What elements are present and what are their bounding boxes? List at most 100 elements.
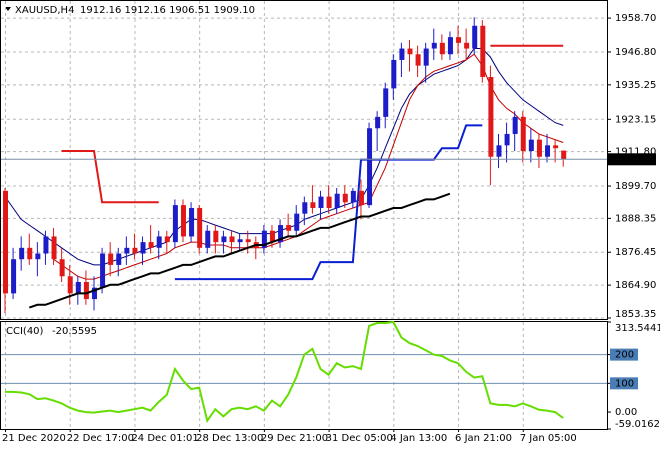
candle-body — [431, 42, 437, 49]
candle-body — [488, 77, 494, 157]
candle-body — [326, 196, 332, 208]
indicator-line — [5, 320, 564, 424]
candle-body — [189, 207, 195, 237]
candle-body — [504, 133, 510, 146]
y-tick-label: 313.5441 — [615, 323, 660, 334]
candle-body — [156, 236, 162, 248]
candle-body — [399, 48, 405, 60]
candle-body — [172, 205, 178, 243]
candle-body — [3, 190, 8, 294]
candle-body — [391, 59, 397, 89]
candle-body — [439, 42, 445, 55]
candle-body — [358, 190, 364, 206]
candle-body — [59, 259, 65, 277]
candle-body — [11, 259, 17, 294]
last-price-box — [608, 153, 656, 166]
y-tick-label: 100 — [615, 378, 634, 389]
candle-body — [415, 54, 421, 66]
candle-body — [221, 236, 227, 243]
menu-arrow — [5, 7, 11, 11]
candle-body — [310, 202, 316, 208]
x-tick-label: 4 Jan 13:00 — [390, 433, 447, 444]
y-tick-label: 1888.35 — [615, 213, 656, 224]
candle-body — [496, 145, 502, 157]
y-tick-label: 1946.80 — [615, 47, 656, 58]
y-tick-label: 1864.90 — [615, 280, 656, 291]
candle-body — [213, 230, 219, 243]
candle-body — [116, 253, 122, 265]
last-price-label: 1909.10 — [615, 154, 656, 165]
x-tick-label: 24 Dec 01:01 — [131, 433, 198, 444]
candle-body — [302, 202, 308, 214]
candle-body — [261, 230, 267, 248]
candle-body — [278, 225, 284, 243]
chart-title: XAUUSD,H4 — [15, 5, 74, 16]
candle-body — [350, 190, 356, 203]
candle-body — [180, 205, 186, 237]
candle-body — [124, 247, 130, 254]
candle-body — [528, 139, 534, 152]
candle-body — [553, 145, 559, 149]
level-label-box — [610, 377, 638, 390]
y-tick-label: 1923.15 — [615, 114, 656, 125]
y-tick-label: 1911.80 — [615, 147, 656, 158]
candle-body — [383, 88, 389, 117]
candle-body — [294, 213, 300, 231]
y-tick-label: 1935.25 — [615, 80, 656, 91]
chart-subtitle: 1912.16 1912.16 1906.51 1909.10 — [80, 5, 255, 16]
candle-body — [512, 116, 518, 134]
level-label-box — [610, 348, 638, 361]
candle-body — [245, 239, 251, 243]
x-tick-label: 6 Jan 21:00 — [455, 433, 512, 444]
indicator-line — [53, 53, 564, 280]
cci-value: -20.5595 — [52, 326, 97, 337]
candle-body — [35, 253, 41, 260]
cci-title: CCI(40) — [6, 326, 44, 337]
x-tick-label: 7 Jan 05:00 — [520, 433, 577, 444]
candle-body — [520, 116, 526, 152]
candle-body — [286, 225, 292, 231]
candle-body — [456, 37, 462, 43]
candle-body — [75, 281, 81, 294]
candle-body — [464, 42, 470, 49]
indicator-line — [4, 48, 564, 266]
candle-body — [197, 207, 203, 248]
candle-body — [423, 48, 429, 66]
candle-body — [407, 48, 413, 55]
candle-body — [108, 253, 114, 265]
candle-body — [132, 247, 138, 254]
y-tick-label: 200 — [615, 350, 634, 361]
candle-body — [375, 116, 381, 129]
candle-body — [536, 139, 542, 157]
candle-body — [100, 253, 106, 288]
cci-panel-frame — [0, 321, 608, 430]
candle-body — [140, 242, 146, 254]
x-tick-label: 29 Dec 21:00 — [261, 433, 328, 444]
candle-body — [27, 247, 33, 260]
price-panel-frame — [0, 0, 608, 320]
candle-body — [83, 281, 89, 300]
y-tick-label: 1958.70 — [615, 13, 656, 24]
candle-body — [342, 193, 348, 203]
candle-body — [447, 37, 453, 55]
candle-body — [545, 145, 551, 157]
candle-body — [164, 236, 170, 243]
candle-body — [148, 242, 154, 248]
candle-body — [318, 196, 324, 208]
indicator-line — [61, 44, 564, 204]
candle-body — [472, 25, 478, 49]
candle-body — [269, 230, 275, 243]
candle-body — [367, 128, 373, 206]
candle-body — [229, 236, 235, 243]
candle-body — [205, 230, 211, 248]
candle-body — [561, 150, 567, 160]
y-tick-label: 1853.35 — [615, 309, 656, 320]
indicator-line — [28, 192, 451, 309]
candle-body — [19, 247, 25, 260]
y-tick-label: -59.0162 — [615, 419, 660, 430]
candle-body — [91, 287, 97, 300]
y-tick-label: 0.00 — [615, 407, 637, 418]
candle-body — [43, 236, 49, 254]
